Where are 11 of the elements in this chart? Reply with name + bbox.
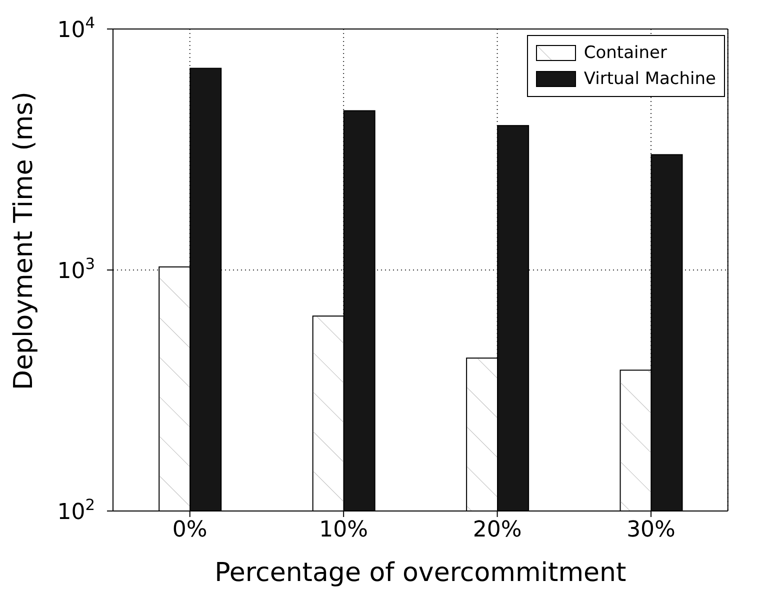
x-tick-label: 30% [626,518,676,543]
y-axis-title: Deployment Time (ms) [9,92,40,390]
x-axis-title: Percentage of overcommitment [214,558,626,588]
y-tick-label: 10$^{3}$ [57,255,95,284]
legend-label: Container [584,42,667,65]
y-tick-label: 10$^{4}$ [57,14,95,43]
legend-label: Virtual Machine [584,68,716,91]
x-tick-label: 10% [319,518,368,543]
y-tick-label: 10$^{2}$ [57,496,95,525]
x-tick-label: 0% [172,518,208,543]
x-tick-label: 20% [472,518,522,543]
